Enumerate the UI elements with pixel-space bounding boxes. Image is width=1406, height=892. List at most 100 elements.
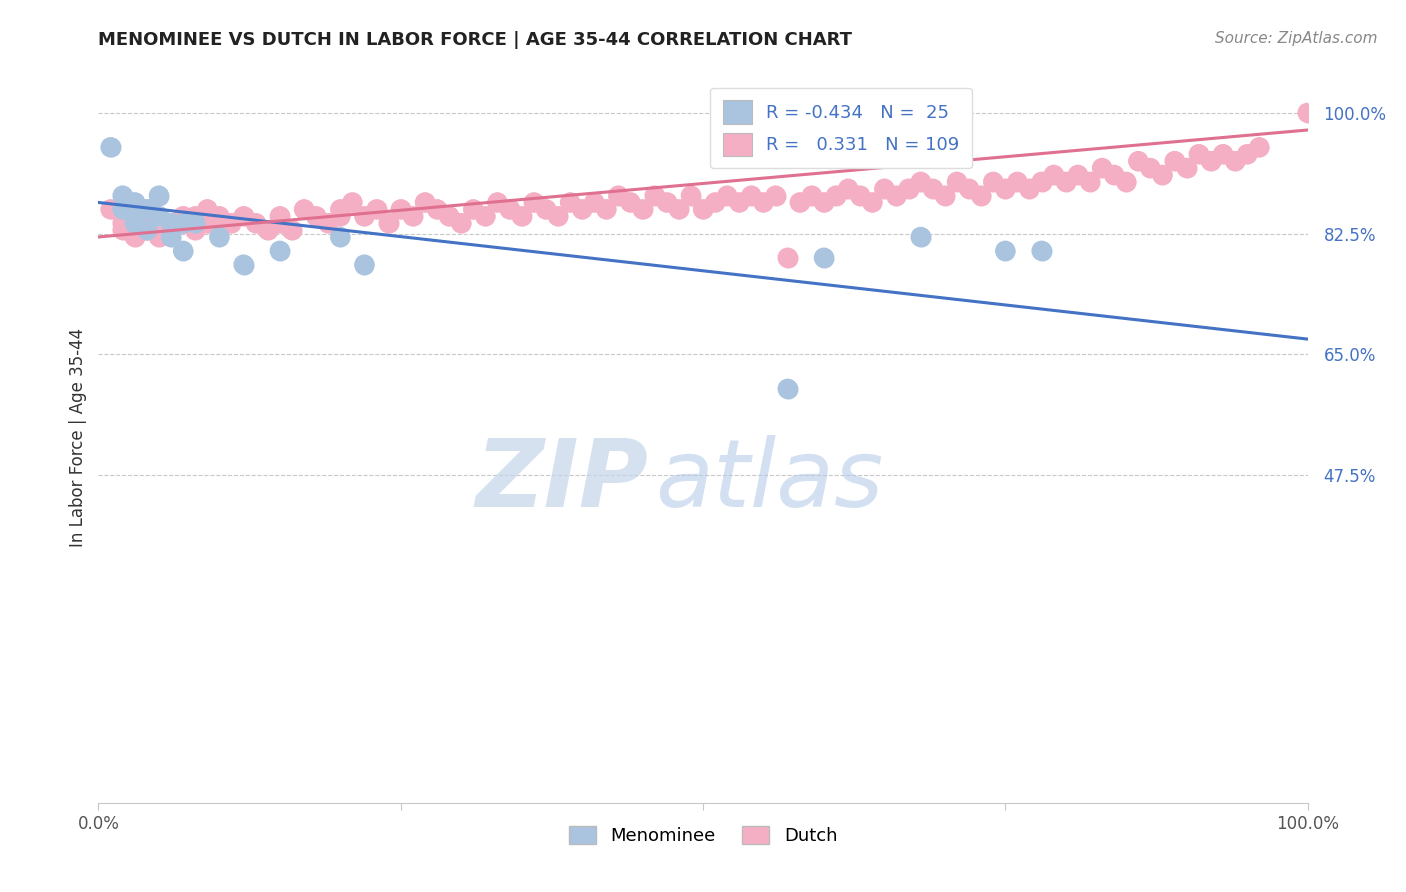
Point	[1199, 154, 1222, 169]
Point	[740, 188, 762, 202]
Point	[135, 223, 157, 237]
Point	[860, 195, 883, 210]
Point	[849, 188, 872, 202]
Point	[1018, 182, 1040, 196]
Point	[981, 175, 1004, 189]
Point	[389, 202, 412, 217]
Point	[1102, 168, 1125, 182]
Point	[692, 202, 714, 217]
Point	[100, 140, 122, 154]
Point	[776, 382, 799, 396]
Point	[329, 202, 352, 217]
Point	[897, 182, 920, 196]
Point	[160, 230, 183, 244]
Point	[184, 209, 207, 223]
Point	[1007, 175, 1029, 189]
Point	[1296, 105, 1319, 120]
Point	[124, 195, 146, 210]
Point	[825, 188, 848, 202]
Point	[413, 195, 436, 210]
Point	[571, 202, 593, 217]
Point	[558, 195, 581, 210]
Point	[1067, 168, 1090, 182]
Point	[813, 195, 835, 210]
Point	[148, 230, 170, 244]
Point	[886, 188, 908, 202]
Point	[837, 182, 859, 196]
Point	[486, 195, 509, 210]
Point	[100, 140, 122, 154]
Point	[910, 175, 932, 189]
Point	[1249, 140, 1271, 154]
Point	[160, 230, 183, 244]
Point	[329, 202, 352, 217]
Point	[728, 195, 751, 210]
Point	[245, 216, 267, 230]
Point	[1249, 140, 1271, 154]
Point	[281, 223, 304, 237]
Point	[377, 216, 399, 230]
Point	[1115, 175, 1137, 189]
Point	[474, 209, 496, 223]
Point	[124, 209, 146, 223]
Point	[728, 195, 751, 210]
Point	[208, 230, 231, 244]
Point	[184, 209, 207, 223]
Point	[160, 223, 183, 237]
Point	[1031, 244, 1053, 258]
Point	[1128, 154, 1150, 169]
Point	[946, 175, 969, 189]
Point	[607, 188, 630, 202]
Point	[1031, 244, 1053, 258]
Point	[111, 216, 134, 230]
Point	[510, 209, 533, 223]
Point	[704, 195, 727, 210]
Point	[644, 188, 666, 202]
Point	[970, 188, 993, 202]
Point	[111, 223, 134, 237]
Point	[813, 251, 835, 265]
Point	[558, 195, 581, 210]
Point	[921, 182, 943, 196]
Point	[752, 195, 775, 210]
Point	[402, 209, 425, 223]
Point	[208, 209, 231, 223]
Point	[195, 202, 218, 217]
Point	[668, 202, 690, 217]
Point	[329, 230, 352, 244]
Point	[1223, 154, 1246, 169]
Point	[232, 209, 254, 223]
Point	[329, 230, 352, 244]
Point	[668, 202, 690, 217]
Point	[679, 188, 702, 202]
Point	[316, 216, 339, 230]
Point	[789, 195, 811, 210]
Point	[111, 202, 134, 217]
Point	[1007, 175, 1029, 189]
Point	[1199, 154, 1222, 169]
Point	[208, 230, 231, 244]
Point	[1078, 175, 1101, 189]
Point	[389, 202, 412, 217]
Point	[510, 209, 533, 223]
Point	[463, 202, 485, 217]
Point	[292, 202, 315, 217]
Point	[886, 188, 908, 202]
Point	[172, 244, 194, 258]
Point	[595, 202, 617, 217]
Point	[1163, 154, 1185, 169]
Point	[789, 195, 811, 210]
Point	[534, 202, 557, 217]
Point	[813, 195, 835, 210]
Point	[994, 244, 1017, 258]
Point	[498, 202, 520, 217]
Point	[172, 209, 194, 223]
Point	[631, 202, 654, 217]
Point	[523, 195, 546, 210]
Point	[1115, 175, 1137, 189]
Point	[910, 175, 932, 189]
Point	[221, 216, 243, 230]
Point	[655, 195, 678, 210]
Point	[366, 202, 388, 217]
Point	[342, 195, 364, 210]
